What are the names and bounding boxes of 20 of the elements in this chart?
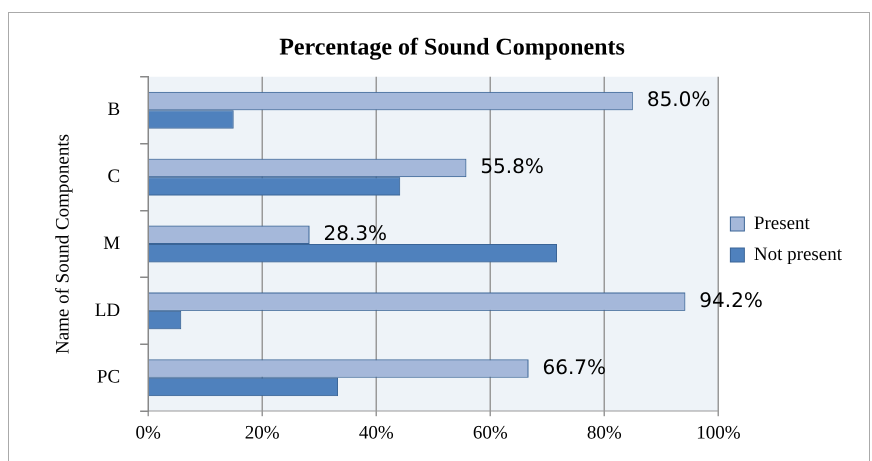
chart-title: Percentage of Sound Components (279, 34, 625, 61)
legend-label: Not present (754, 244, 843, 265)
x-tick-label: 60% (472, 422, 508, 444)
x-tick-label: 0% (135, 422, 161, 444)
data-label: 94.2% (699, 288, 763, 312)
legend-label: Present (754, 212, 811, 234)
y-tick-label: M (103, 232, 120, 254)
y-tick-label: LD (94, 300, 120, 321)
data-label: 85.0% (646, 87, 710, 112)
y-axis-title: Name of Sound Components (52, 134, 74, 354)
x-tick-label: 100% (696, 422, 741, 444)
data-label: 55.8% (480, 154, 544, 178)
x-tick-label: 40% (358, 422, 394, 444)
data-label: 28.3% (324, 221, 388, 246)
y-tick-label: B (107, 99, 120, 120)
y-tick-label: PC (96, 366, 120, 388)
x-tick-label: 20% (244, 422, 280, 444)
data-label: 66.7% (542, 354, 606, 379)
y-tick-label: C (107, 166, 120, 188)
x-tick-label: 80% (586, 422, 622, 444)
